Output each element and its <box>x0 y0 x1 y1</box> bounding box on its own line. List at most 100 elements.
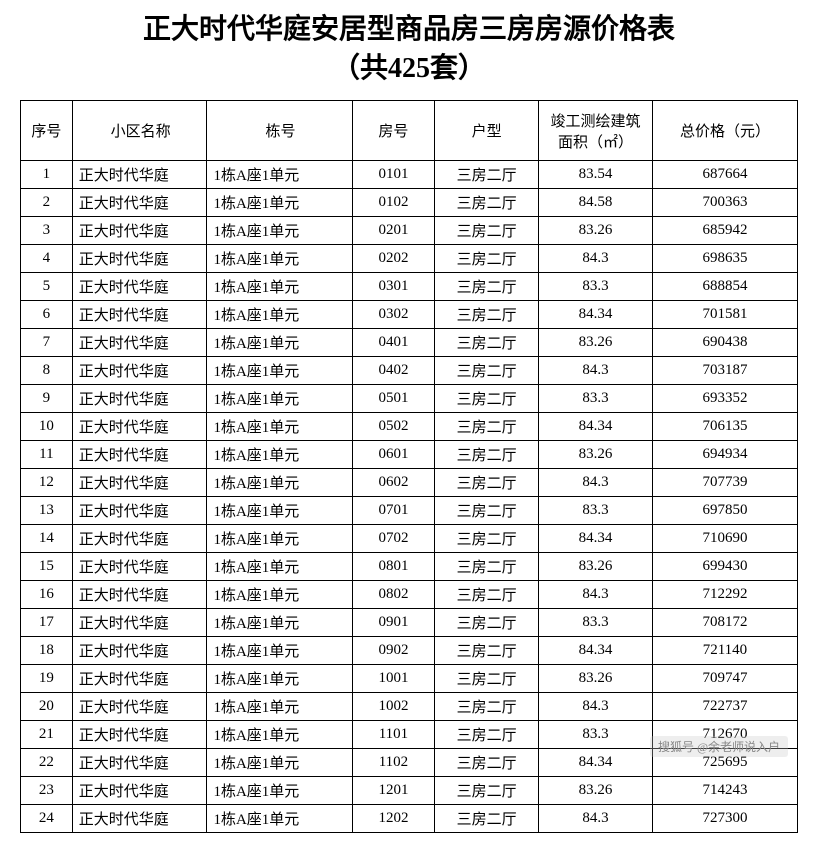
table-row: 11正大时代华庭1栋A座1单元0601三房二厅83.26694934 <box>21 441 798 469</box>
cell-room: 0402 <box>352 357 435 385</box>
cell-type: 三房二厅 <box>435 469 539 497</box>
cell-seq: 1 <box>21 161 73 189</box>
cell-room: 0301 <box>352 273 435 301</box>
cell-room: 0201 <box>352 217 435 245</box>
cell-seq: 8 <box>21 357 73 385</box>
col-header-community: 小区名称 <box>72 101 207 161</box>
cell-building: 1栋A座1单元 <box>207 245 352 273</box>
cell-price: 697850 <box>652 497 797 525</box>
cell-community: 正大时代华庭 <box>72 777 207 805</box>
cell-room: 0801 <box>352 553 435 581</box>
cell-building: 1栋A座1单元 <box>207 329 352 357</box>
cell-type: 三房二厅 <box>435 749 539 777</box>
page-title: 正大时代华庭安居型商品房三房房源价格表 （共425套） <box>20 10 798 88</box>
cell-area: 84.34 <box>538 637 652 665</box>
cell-seq: 19 <box>21 665 73 693</box>
cell-price: 706135 <box>652 413 797 441</box>
cell-community: 正大时代华庭 <box>72 637 207 665</box>
cell-room: 0501 <box>352 385 435 413</box>
table-row: 2正大时代华庭1栋A座1单元0102三房二厅84.58700363 <box>21 189 798 217</box>
cell-type: 三房二厅 <box>435 385 539 413</box>
col-header-room: 房号 <box>352 101 435 161</box>
cell-area: 83.26 <box>538 665 652 693</box>
table-row: 7正大时代华庭1栋A座1单元0401三房二厅83.26690438 <box>21 329 798 357</box>
cell-building: 1栋A座1单元 <box>207 609 352 637</box>
table-row: 5正大时代华庭1栋A座1单元0301三房二厅83.3688854 <box>21 273 798 301</box>
cell-type: 三房二厅 <box>435 161 539 189</box>
cell-seq: 21 <box>21 721 73 749</box>
cell-area: 83.3 <box>538 497 652 525</box>
cell-seq: 10 <box>21 413 73 441</box>
cell-seq: 2 <box>21 189 73 217</box>
cell-seq: 16 <box>21 581 73 609</box>
cell-room: 0702 <box>352 525 435 553</box>
cell-seq: 7 <box>21 329 73 357</box>
cell-price: 693352 <box>652 385 797 413</box>
cell-type: 三房二厅 <box>435 413 539 441</box>
cell-community: 正大时代华庭 <box>72 385 207 413</box>
cell-room: 0102 <box>352 189 435 217</box>
cell-type: 三房二厅 <box>435 245 539 273</box>
cell-building: 1栋A座1单元 <box>207 217 352 245</box>
cell-room: 0202 <box>352 245 435 273</box>
cell-room: 1001 <box>352 665 435 693</box>
cell-price: 703187 <box>652 357 797 385</box>
title-line-1: 正大时代华庭安居型商品房三房房源价格表 <box>143 14 675 45</box>
cell-price: 698635 <box>652 245 797 273</box>
cell-area: 84.34 <box>538 749 652 777</box>
cell-room: 0602 <box>352 469 435 497</box>
cell-seq: 18 <box>21 637 73 665</box>
cell-area: 83.26 <box>538 329 652 357</box>
table-row: 24正大时代华庭1栋A座1单元1202三房二厅84.3727300 <box>21 805 798 833</box>
cell-area: 84.34 <box>538 301 652 329</box>
table-row: 23正大时代华庭1栋A座1单元1201三房二厅83.26714243 <box>21 777 798 805</box>
cell-community: 正大时代华庭 <box>72 329 207 357</box>
cell-area: 84.34 <box>538 525 652 553</box>
cell-price: 700363 <box>652 189 797 217</box>
cell-room: 0101 <box>352 161 435 189</box>
cell-area: 83.26 <box>538 217 652 245</box>
cell-community: 正大时代华庭 <box>72 301 207 329</box>
cell-room: 1201 <box>352 777 435 805</box>
cell-price: 694934 <box>652 441 797 469</box>
cell-community: 正大时代华庭 <box>72 805 207 833</box>
cell-price: 687664 <box>652 161 797 189</box>
cell-seq: 11 <box>21 441 73 469</box>
cell-type: 三房二厅 <box>435 217 539 245</box>
cell-area: 83.3 <box>538 721 652 749</box>
cell-type: 三房二厅 <box>435 637 539 665</box>
cell-type: 三房二厅 <box>435 301 539 329</box>
cell-community: 正大时代华庭 <box>72 357 207 385</box>
cell-room: 1002 <box>352 693 435 721</box>
cell-seq: 3 <box>21 217 73 245</box>
cell-price: 712292 <box>652 581 797 609</box>
table-row: 12正大时代华庭1栋A座1单元0602三房二厅84.3707739 <box>21 469 798 497</box>
cell-seq: 20 <box>21 693 73 721</box>
cell-price: 727300 <box>652 805 797 833</box>
table-row: 10正大时代华庭1栋A座1单元0502三房二厅84.34706135 <box>21 413 798 441</box>
cell-building: 1栋A座1单元 <box>207 497 352 525</box>
table-row: 1正大时代华庭1栋A座1单元0101三房二厅83.54687664 <box>21 161 798 189</box>
cell-room: 0901 <box>352 609 435 637</box>
cell-building: 1栋A座1单元 <box>207 665 352 693</box>
cell-type: 三房二厅 <box>435 609 539 637</box>
cell-seq: 15 <box>21 553 73 581</box>
price-table: 序号 小区名称 栋号 房号 户型 竣工测绘建筑面积（㎡） 总价格（元） 1正大时… <box>20 100 798 833</box>
cell-building: 1栋A座1单元 <box>207 441 352 469</box>
table-body: 1正大时代华庭1栋A座1单元0101三房二厅83.546876642正大时代华庭… <box>21 161 798 833</box>
cell-community: 正大时代华庭 <box>72 665 207 693</box>
cell-community: 正大时代华庭 <box>72 189 207 217</box>
cell-building: 1栋A座1单元 <box>207 273 352 301</box>
cell-type: 三房二厅 <box>435 553 539 581</box>
cell-community: 正大时代华庭 <box>72 273 207 301</box>
cell-type: 三房二厅 <box>435 273 539 301</box>
cell-type: 三房二厅 <box>435 777 539 805</box>
cell-area: 83.26 <box>538 777 652 805</box>
table-row: 9正大时代华庭1栋A座1单元0501三房二厅83.3693352 <box>21 385 798 413</box>
cell-seq: 4 <box>21 245 73 273</box>
col-header-price: 总价格（元） <box>652 101 797 161</box>
cell-area: 84.34 <box>538 413 652 441</box>
cell-building: 1栋A座1单元 <box>207 553 352 581</box>
cell-seq: 22 <box>21 749 73 777</box>
cell-building: 1栋A座1单元 <box>207 581 352 609</box>
